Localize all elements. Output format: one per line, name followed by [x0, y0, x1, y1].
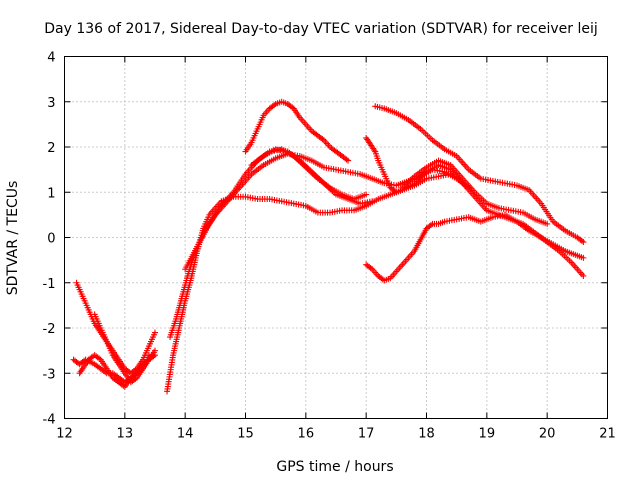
series-arc-4	[76, 352, 158, 390]
x-tick-label: 20	[539, 427, 556, 442]
plot-frame	[64, 56, 608, 419]
series-arc-11	[372, 103, 587, 246]
x-tick-label: 18	[418, 427, 435, 442]
data-point	[580, 254, 587, 261]
data-point	[345, 157, 352, 164]
y-tick-label: -1	[43, 277, 56, 292]
data-point	[544, 220, 551, 227]
series-arc-8	[242, 98, 352, 164]
chart-title: Day 136 of 2017, Sidereal Day-to-day VTE…	[44, 21, 598, 37]
x-axis-label: GPS time / hours	[276, 459, 393, 475]
series-arc-9	[248, 146, 376, 207]
data-point	[152, 352, 158, 359]
y-tick-label: -2	[43, 322, 56, 337]
data-point	[580, 272, 587, 279]
x-tick-label: 19	[479, 427, 496, 442]
x-tick-label: 13	[117, 427, 134, 442]
data-point	[152, 329, 158, 336]
y-tick-label: -3	[43, 367, 56, 382]
y-tick-label: 0	[47, 232, 55, 247]
y-tick-label: 2	[47, 141, 55, 156]
series-arc-13	[399, 157, 551, 227]
y-tick-label: 1	[47, 186, 55, 201]
x-tick-label: 16	[298, 427, 315, 442]
data-points	[70, 98, 587, 395]
series-arc-10	[363, 134, 587, 279]
y-axis-label: SDTVAR / TECUs	[5, 181, 21, 296]
x-tick-label: 21	[599, 427, 616, 442]
x-tick-label: 15	[237, 427, 254, 442]
series-arc-3	[91, 311, 152, 386]
y-tick-label: -4	[43, 413, 56, 428]
y-tick-label: 4	[47, 51, 55, 66]
grid	[64, 56, 608, 419]
data-point	[369, 198, 376, 205]
y-tick-label: 3	[47, 96, 55, 111]
data-point	[363, 191, 370, 198]
x-tick-label: 17	[358, 427, 375, 442]
data-point	[580, 239, 587, 246]
x-tick-label: 12	[56, 427, 73, 442]
series-arc-7	[182, 146, 370, 273]
series-arc-12	[363, 211, 587, 284]
x-tick-label: 14	[177, 427, 194, 442]
